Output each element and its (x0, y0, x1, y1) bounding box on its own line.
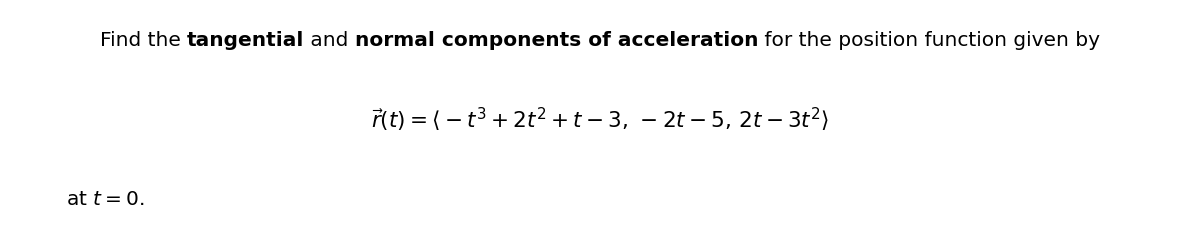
Text: Find the: Find the (100, 31, 187, 50)
Text: tangential: tangential (187, 31, 304, 50)
Text: at $t = 0$.: at $t = 0$. (66, 190, 144, 209)
Text: $\vec{r}(t) = \langle -t^3 + 2t^2 + t - 3,\,-2t - 5,\,2t - 3t^2 \rangle$: $\vec{r}(t) = \langle -t^3 + 2t^2 + t - … (371, 106, 829, 134)
Text: and: and (304, 31, 355, 50)
Text: normal components of acceleration: normal components of acceleration (355, 31, 758, 50)
Text: for the position function given by: for the position function given by (758, 31, 1100, 50)
